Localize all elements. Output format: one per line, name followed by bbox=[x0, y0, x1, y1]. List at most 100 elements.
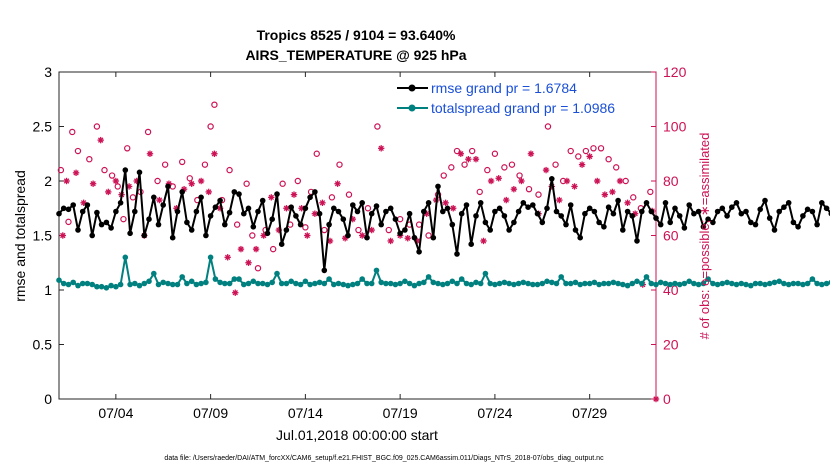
obs-possible-point bbox=[647, 188, 654, 196]
totalspread-point bbox=[657, 279, 664, 286]
obs-possible-point bbox=[120, 215, 127, 223]
obs-assimilated-point bbox=[609, 188, 616, 196]
y-left-tick-label: 1.5 bbox=[33, 228, 53, 244]
totalspread-point bbox=[733, 281, 740, 288]
rmse-point bbox=[392, 216, 399, 222]
obs-assimilated-point bbox=[319, 199, 326, 206]
rmse-point bbox=[710, 219, 716, 226]
rmse-point bbox=[430, 234, 437, 241]
rmse-point bbox=[672, 205, 678, 212]
totalspread-point bbox=[425, 274, 432, 280]
obs-possible-point bbox=[385, 226, 392, 234]
totalspread-point bbox=[217, 279, 223, 286]
rmse-point bbox=[695, 208, 702, 215]
obs-possible-point bbox=[491, 150, 499, 157]
obs-assimilated-point bbox=[495, 175, 502, 182]
obs-assimilated-point bbox=[586, 153, 593, 160]
rmse-point bbox=[487, 227, 494, 233]
obs-assimilated-point bbox=[556, 196, 563, 204]
obs-possible-point bbox=[544, 123, 552, 130]
totalspread-point bbox=[108, 282, 114, 289]
obs-possible-point bbox=[597, 145, 605, 152]
obs-assimilated-point bbox=[387, 237, 394, 245]
totalspread-point bbox=[563, 280, 569, 287]
totalspread-point bbox=[567, 280, 574, 287]
totalspread-point bbox=[743, 281, 749, 288]
obs-possible-point bbox=[226, 166, 233, 174]
obs-possible-point bbox=[364, 205, 372, 212]
rmse-point bbox=[345, 232, 351, 239]
rmse-point bbox=[416, 249, 422, 255]
y-right-tick-label: 100 bbox=[663, 119, 687, 135]
totalspread-point bbox=[643, 274, 650, 280]
rmse-point bbox=[714, 208, 721, 215]
rmse-point bbox=[179, 189, 185, 195]
obs-possible-point bbox=[211, 101, 218, 108]
rmse-point bbox=[624, 208, 631, 215]
rmse-point bbox=[259, 197, 266, 204]
rmse-point bbox=[492, 208, 498, 215]
obs-assimilated-point bbox=[624, 199, 631, 206]
rmse-point bbox=[335, 208, 342, 215]
totalspread-point bbox=[487, 280, 494, 287]
totalspread-point bbox=[724, 279, 730, 286]
rmse-point bbox=[771, 227, 778, 233]
rmse-point bbox=[477, 200, 484, 206]
rmse-point bbox=[326, 221, 332, 228]
totalspread-point bbox=[781, 280, 787, 287]
totalspread-point bbox=[591, 279, 598, 286]
totalspread-point bbox=[378, 279, 385, 286]
totalspread-point bbox=[250, 278, 257, 285]
rmse-point bbox=[283, 227, 290, 233]
totalspread-point bbox=[558, 274, 564, 280]
rmse-point bbox=[79, 208, 86, 215]
obs-assimilated-point bbox=[205, 188, 212, 196]
obs-assimilated-point bbox=[601, 191, 609, 198]
totalspread-point bbox=[184, 280, 190, 287]
totalspread-point bbox=[629, 280, 636, 287]
totalspread-point bbox=[463, 280, 470, 287]
obs-assimilated-point bbox=[377, 145, 385, 152]
totalspread-point bbox=[520, 279, 527, 286]
obs-possible-point bbox=[590, 145, 597, 152]
rmse-point bbox=[620, 227, 626, 233]
obs-assimilated-point bbox=[652, 395, 660, 403]
totalspread-point bbox=[577, 281, 583, 288]
rmse-point bbox=[188, 227, 195, 233]
totalspread-point bbox=[501, 279, 508, 286]
totalspread-point bbox=[79, 280, 86, 287]
obs-possible-point bbox=[501, 164, 508, 171]
obs-assimilated-point bbox=[527, 150, 535, 157]
totalspread-point bbox=[473, 279, 479, 286]
rmse-point bbox=[364, 234, 370, 241]
totalspread-point bbox=[454, 280, 460, 287]
totalspread-point bbox=[264, 281, 271, 288]
totalspread-point bbox=[188, 278, 195, 285]
obs-possible-point bbox=[101, 166, 108, 174]
rmse-point bbox=[444, 205, 451, 212]
rmse-point bbox=[231, 189, 238, 195]
totalspread-point bbox=[326, 276, 332, 282]
obs-possible-point bbox=[279, 180, 286, 187]
totalspread-point bbox=[766, 280, 773, 287]
rmse-point bbox=[648, 208, 655, 215]
obs-possible-point bbox=[186, 175, 193, 182]
rmse-point bbox=[449, 221, 456, 228]
totalspread-point bbox=[482, 270, 489, 277]
obs-assimilated-series bbox=[59, 136, 660, 403]
obs-possible-point bbox=[269, 245, 277, 253]
obs-possible-point bbox=[65, 218, 72, 226]
totalspread-point bbox=[283, 280, 290, 287]
x-tick-label: 07/29 bbox=[572, 405, 607, 421]
totalspread-point bbox=[620, 281, 626, 288]
totalspread-point bbox=[795, 280, 801, 287]
totalspread-point bbox=[222, 280, 228, 287]
obs-possible-point bbox=[453, 147, 461, 155]
rmse-point bbox=[610, 210, 617, 217]
y-axis-right-label: # of obs: o=possible; ∗=assimilated bbox=[697, 133, 712, 340]
rmse-point bbox=[601, 224, 607, 230]
obs-assimilated-point bbox=[224, 254, 231, 261]
rmse-point bbox=[136, 169, 143, 176]
totalspread-point bbox=[601, 280, 607, 287]
totalspread-point bbox=[383, 280, 389, 287]
